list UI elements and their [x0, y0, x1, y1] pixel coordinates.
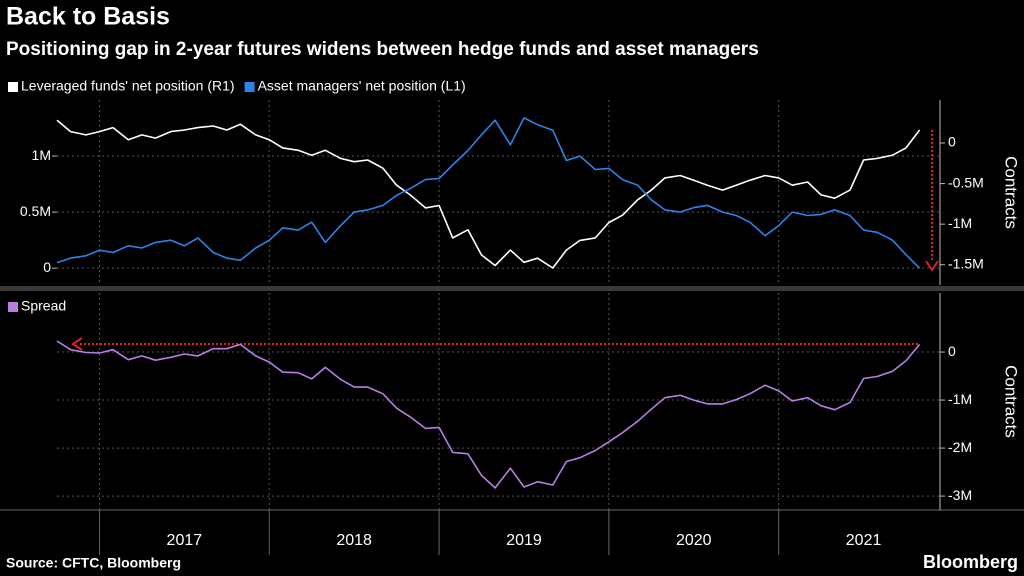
y-tick-label: 0.5M	[20, 203, 51, 219]
series-line	[56, 340, 921, 489]
legend-swatch	[244, 82, 255, 92]
x-tick-label: 2017	[167, 532, 203, 549]
x-tick-label: 2020	[676, 532, 712, 549]
x-tick-label: 2021	[846, 532, 882, 549]
legend-swatch	[8, 302, 18, 312]
y-tick-label: 1M	[32, 147, 51, 163]
chart-subtitle: Positioning gap in 2-year futures widens…	[6, 39, 759, 60]
x-tick-label: 2018	[336, 532, 372, 549]
legend-label: Leveraged funds' net position (R1)	[21, 78, 235, 94]
y-tick-label: 0	[43, 259, 51, 275]
series-line	[56, 119, 921, 269]
brand: Bloomberg	[923, 552, 1018, 572]
y2-tick-label: -0.5M	[948, 174, 984, 190]
y2-tick-label: 0	[948, 134, 956, 150]
y-tick-label: -1M	[948, 391, 972, 407]
y-axis-title: Contracts	[1002, 156, 1021, 229]
y-tick-label: -3M	[948, 487, 972, 503]
chart-title: Back to Basis	[6, 3, 170, 31]
panel-separator	[0, 286, 1024, 291]
y2-tick-label: -1M	[948, 215, 972, 231]
spread-arrow	[71, 337, 918, 351]
spread-arrow-head	[71, 337, 83, 351]
gap-arrow	[925, 130, 939, 272]
legend-swatch	[8, 82, 18, 92]
legend-label: Spread	[21, 298, 66, 314]
y2-tick-label: -1.5M	[948, 255, 984, 271]
y-axis-title: Contracts	[1002, 365, 1021, 438]
y-tick-label: -2M	[948, 439, 972, 455]
y-tick-label: 0	[948, 343, 956, 359]
series-line	[56, 117, 921, 269]
x-tick-label: 2019	[506, 532, 542, 549]
source: Source: CFTC, Bloomberg	[6, 555, 181, 571]
gap-arrow-head	[925, 260, 939, 272]
legend-label: Asset managers' net position (L1)	[258, 78, 466, 94]
